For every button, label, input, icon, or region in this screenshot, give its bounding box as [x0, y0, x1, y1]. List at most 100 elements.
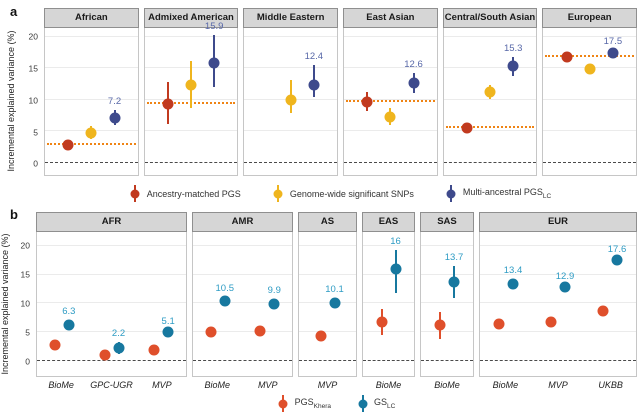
gridline	[363, 302, 414, 304]
zero-reference-line	[244, 162, 338, 164]
value-label: 17.6	[607, 243, 627, 255]
x-axis-labels: BioMe GPC-UGR MVP	[36, 380, 187, 395]
data-point	[607, 47, 619, 59]
facet-EAS: EAS 16 BioMe	[362, 212, 415, 395]
legend-label: Ancestry-matched PGS	[146, 188, 241, 199]
data-point	[559, 281, 571, 293]
legend-label: Multi-ancestral PGSLC	[462, 187, 552, 200]
data-point	[584, 63, 596, 75]
gridline	[421, 244, 473, 246]
legend-label: GSLC	[374, 397, 396, 410]
facet-body: 10.1	[298, 231, 357, 378]
data-point	[254, 325, 266, 337]
zero-reference-line	[421, 360, 473, 362]
legend-item: PGSKhera	[278, 395, 331, 412]
panel-b-letter: b	[10, 207, 18, 222]
gridline	[443, 67, 537, 69]
ancestry-matched-reference-line	[47, 143, 136, 146]
data-point	[208, 57, 220, 69]
value-label: 6.3	[62, 305, 76, 317]
value-label: 12.9	[555, 270, 575, 282]
x-tick-label: BioMe	[492, 380, 519, 391]
x-tick-label: BioMe	[434, 380, 460, 391]
data-point	[85, 127, 97, 139]
x-tick-label: BioMe	[204, 380, 231, 391]
x-tick-label: UKBB	[598, 380, 623, 391]
errorbar-point-icon	[130, 185, 141, 202]
x-axis-labels: BioMe MVP UKBB	[479, 380, 637, 395]
zero-reference-line	[299, 360, 356, 362]
zero-reference-line	[37, 360, 186, 362]
value-label: 5.1	[161, 315, 175, 327]
facet-body: 10.5 9.9	[192, 231, 293, 378]
value-label: 9.9	[267, 285, 281, 297]
gridline	[421, 331, 473, 333]
y-tick-label: 5	[33, 126, 38, 137]
data-point	[484, 86, 496, 98]
facet-body: 15.3	[442, 27, 538, 176]
facet-body: 16	[362, 231, 415, 378]
data-point	[113, 342, 124, 354]
errorbar-point-icon	[273, 185, 284, 202]
y-tick-label: 20	[20, 240, 30, 251]
panel-a-letter: a	[10, 4, 18, 19]
zero-reference-line	[193, 360, 292, 362]
gridline	[363, 331, 414, 333]
data-point	[285, 94, 297, 106]
gridline	[144, 35, 238, 37]
gridline	[363, 244, 414, 246]
facet-body: 6.3 2.2 5.1	[36, 231, 187, 378]
zero-reference-line	[443, 162, 537, 164]
x-tick-label: MVP	[257, 380, 278, 391]
data-point	[611, 254, 623, 266]
zero-reference-line	[480, 360, 636, 362]
data-point	[329, 297, 340, 309]
gridline	[299, 331, 356, 333]
panel-b-y-axis-ticks: 0 5 10 15 20	[16, 232, 32, 377]
gridline	[244, 67, 338, 69]
x-axis-labels: BioMe	[420, 380, 474, 395]
value-label: 13.7	[444, 251, 464, 263]
value-label: 2.2	[111, 328, 126, 340]
facet-header: Middle Eastern	[243, 8, 339, 28]
facet-header: African	[44, 8, 139, 28]
y-tick-label: 10	[20, 298, 30, 309]
legend-label-subscript: LC	[387, 402, 396, 410]
zero-reference-line	[144, 162, 238, 164]
data-point	[162, 98, 174, 110]
value-label: 12.4	[304, 50, 324, 62]
facet-body: 12.4	[243, 27, 339, 176]
facet-body: 13.4 12.9 17.6	[479, 231, 637, 378]
data-point	[507, 60, 519, 72]
value-label: 16	[390, 235, 401, 247]
x-tick-label: BioMe	[375, 380, 402, 391]
legend-label: Genome-wide significant SNPs	[289, 188, 414, 199]
value-label: 17.5	[603, 36, 623, 47]
data-point	[99, 349, 110, 361]
data-point	[434, 319, 446, 331]
y-tick-label: 0	[33, 158, 38, 169]
gridline	[299, 244, 356, 246]
legend-item: Ancestry-matched PGS	[130, 185, 241, 202]
gridline	[45, 98, 138, 100]
facet-header: AS	[298, 212, 357, 232]
legend-marker-dot	[278, 399, 288, 408]
y-tick-label: 10	[28, 95, 38, 106]
errorbar-point-icon	[278, 395, 289, 412]
gridline	[193, 302, 292, 304]
y-tick-label: 15	[28, 63, 38, 74]
facet-African: African 7.2	[44, 8, 139, 176]
facet-European: European 17.5	[542, 8, 638, 176]
gridline	[37, 273, 186, 275]
gridline	[193, 331, 292, 333]
gridline	[443, 35, 537, 37]
facet-Middle Eastern: Middle Eastern 12.4	[243, 8, 339, 176]
panel-b-legend: PGSKhera GSLC	[36, 395, 637, 412]
data-point	[493, 318, 505, 330]
facet-body: 12.6	[343, 27, 438, 176]
data-point	[162, 326, 174, 338]
data-point	[49, 339, 61, 351]
legend-label-subscript: Khera	[313, 402, 332, 410]
gridline	[37, 302, 186, 304]
gridline	[37, 331, 186, 333]
